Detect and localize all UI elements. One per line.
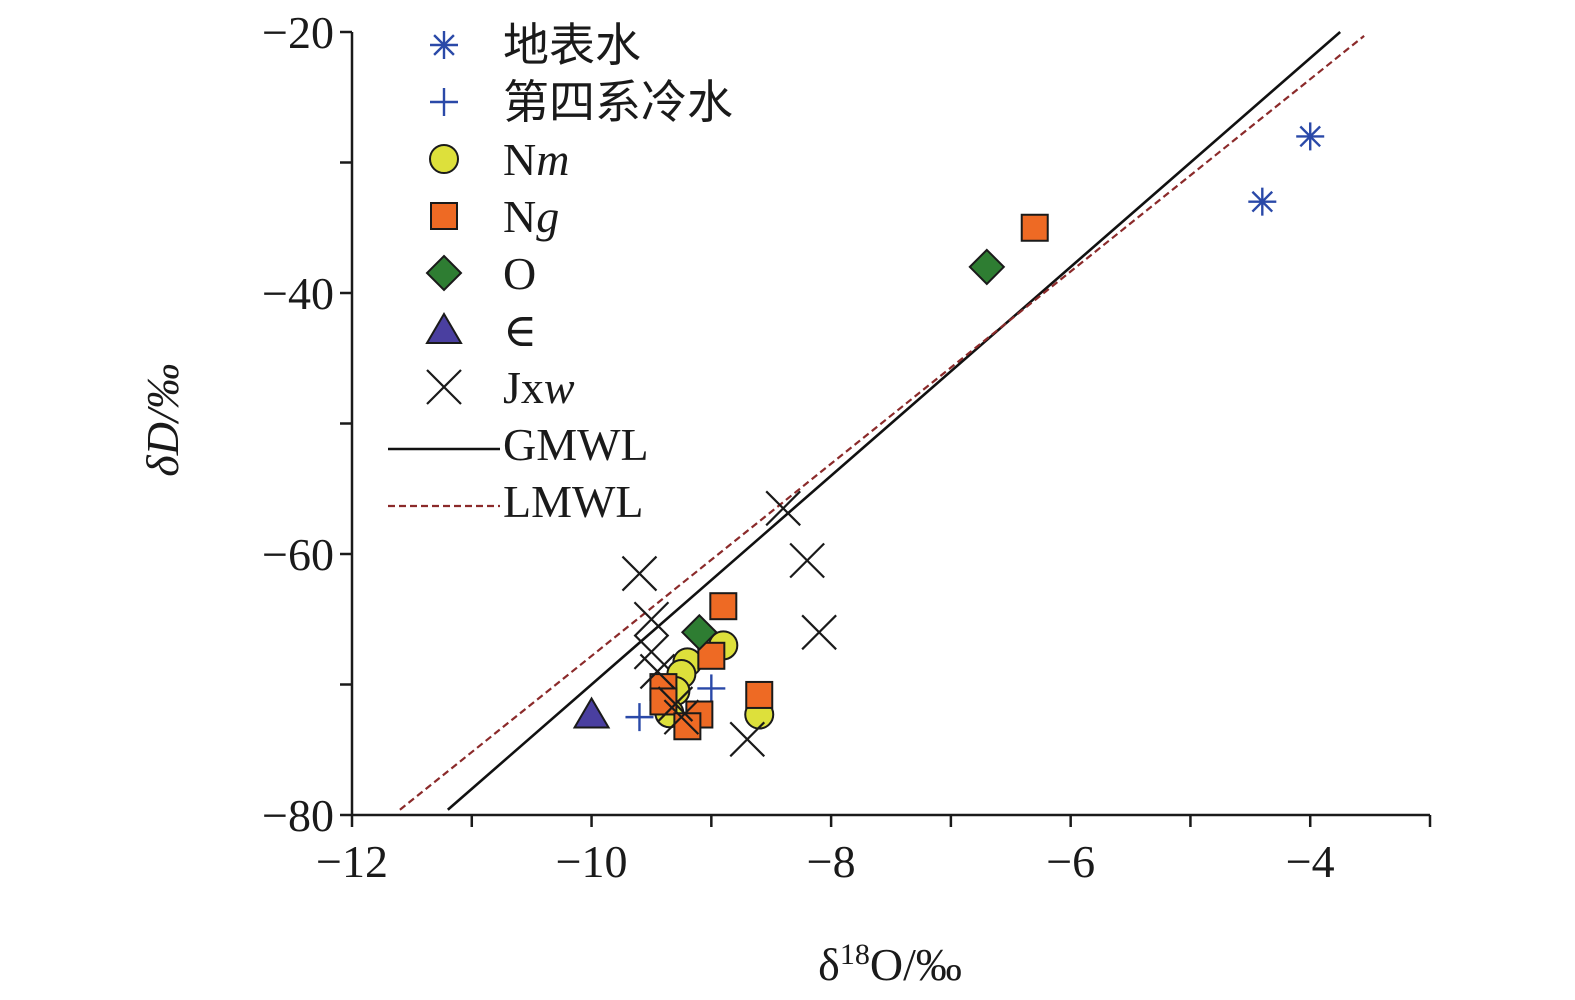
- point-square: [745, 680, 774, 709]
- point-x: [657, 686, 694, 722]
- point-square: [1020, 213, 1049, 242]
- y-tick-label: −40: [262, 268, 334, 319]
- axis-ticks: −12 −10 −8 −6 −4 −80 −60 −40 −20: [262, 7, 1432, 887]
- legend-marker-asterisk: [430, 31, 458, 59]
- legend-label: Ng: [503, 191, 559, 242]
- y-tick-label: −80: [262, 790, 334, 841]
- point-x: [621, 555, 658, 592]
- point-asterisk: [1248, 187, 1277, 216]
- legend-label: GMWL: [503, 419, 649, 470]
- point-diamond: [968, 248, 1006, 286]
- x-tick-label: −4: [1286, 836, 1335, 887]
- reference-lines: [399, 31, 1365, 811]
- x-axis-title: δ18O/‰: [818, 938, 962, 990]
- legend-label: Jxw: [503, 362, 575, 413]
- legend-marker-x: [426, 369, 462, 405]
- legend-label: 第四系冷水: [503, 77, 733, 128]
- data-points: [572, 122, 1325, 758]
- legend-label: 地表水: [503, 20, 641, 71]
- line-lmwl: [399, 35, 1365, 811]
- x-tick-label: −12: [316, 836, 388, 887]
- point-x: [633, 601, 670, 638]
- point-x: [729, 721, 766, 758]
- legend-marker-triangle: [425, 312, 463, 344]
- x-tick-label: −8: [807, 836, 856, 887]
- point-plus: [625, 703, 654, 732]
- legend-marker-circle: [429, 144, 459, 174]
- point-diamond: [680, 613, 718, 651]
- point-triangle: [572, 696, 611, 729]
- point-x: [765, 490, 801, 527]
- legend-marker-square: [430, 202, 458, 230]
- line-gmwl: [446, 31, 1342, 811]
- legend-label: O: [503, 248, 536, 299]
- point-x: [633, 634, 670, 670]
- point-asterisk: [1296, 122, 1325, 151]
- point-x: [801, 614, 837, 651]
- point-x: [789, 542, 825, 579]
- y-tick-label: −20: [262, 7, 334, 58]
- x-tick-label: −10: [556, 836, 628, 887]
- y-axis-title: δD/‰: [137, 363, 188, 476]
- legend-label: ∈: [503, 305, 537, 356]
- legend-marker-diamond: [425, 254, 463, 292]
- point-x: [639, 653, 676, 690]
- legend-label: LMWL: [503, 476, 644, 527]
- x-tick-label: −6: [1046, 836, 1095, 887]
- point-square: [709, 592, 738, 621]
- point-x: [663, 699, 700, 735]
- legend-label: Nm: [503, 134, 569, 185]
- point-plus: [697, 674, 726, 703]
- legend-marker-plus: [430, 88, 458, 116]
- y-tick-label: −60: [262, 529, 334, 580]
